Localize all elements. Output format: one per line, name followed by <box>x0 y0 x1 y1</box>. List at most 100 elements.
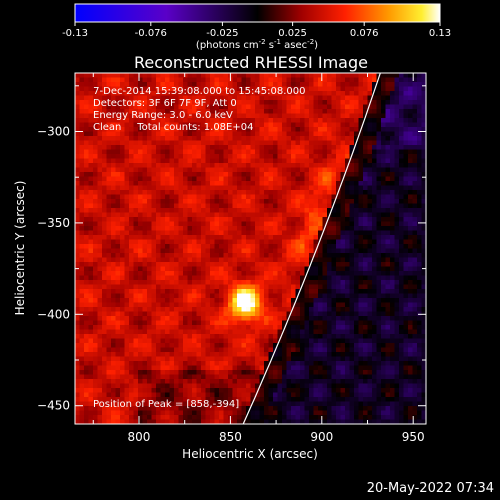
heatmap-cell <box>228 185 233 191</box>
heatmap-cell <box>228 154 233 159</box>
heatmap-cell <box>412 289 418 294</box>
heatmap-cell <box>196 122 202 128</box>
heatmap-cell <box>403 154 409 159</box>
heatmap-cell <box>345 91 350 96</box>
heatmap-cell <box>394 239 400 245</box>
heatmap-cell <box>277 221 283 227</box>
heatmap-cell <box>309 181 314 186</box>
heatmap-cell <box>417 194 422 200</box>
heatmap-cell <box>129 149 134 155</box>
heatmap-cell <box>160 194 166 200</box>
heatmap-cell <box>412 343 418 348</box>
heatmap-cell <box>327 149 332 155</box>
heatmap-cell <box>147 91 152 96</box>
heatmap-cell <box>106 73 112 78</box>
heatmap-cell <box>399 217 404 222</box>
heatmap-cell <box>147 194 152 200</box>
heatmap-cell <box>259 262 265 267</box>
heatmap-cell <box>201 109 206 114</box>
heatmap-cell <box>376 122 382 128</box>
heatmap-cell <box>268 262 274 267</box>
heatmap-cell <box>295 325 301 330</box>
heatmap-cell <box>408 77 413 83</box>
heatmap-cell <box>390 86 395 92</box>
heatmap-cell <box>376 136 382 141</box>
heatmap-cell <box>192 149 197 155</box>
heatmap-cell <box>124 230 130 236</box>
heatmap-cell <box>322 212 328 218</box>
heatmap-cell <box>309 316 314 321</box>
heatmap-cell <box>394 118 400 123</box>
heatmap-cell <box>79 208 85 213</box>
heatmap-cell <box>318 185 323 191</box>
heatmap-cell <box>88 311 94 317</box>
heatmap-cell <box>286 266 292 272</box>
heatmap-cell <box>93 104 98 110</box>
heatmap-cell <box>264 82 269 87</box>
heatmap-cell <box>219 212 224 218</box>
heatmap-cell <box>84 347 89 353</box>
heatmap-cell <box>228 91 233 96</box>
heatmap-cell <box>84 334 89 339</box>
heatmap-cell <box>174 325 179 330</box>
heatmap-cell <box>133 185 139 191</box>
heatmap-cell <box>349 226 355 231</box>
heatmap-cell <box>138 257 143 263</box>
heatmap-cell <box>115 140 121 146</box>
heatmap-cell <box>129 347 134 353</box>
heatmap-cell <box>169 235 175 240</box>
heatmap-cell <box>178 208 184 213</box>
heatmap-cell <box>219 172 224 177</box>
heatmap-cell <box>133 91 139 96</box>
heatmap-cell <box>259 158 265 164</box>
heatmap-cell <box>421 100 426 105</box>
heatmap-cell <box>97 163 103 168</box>
heatmap-cell <box>417 334 422 339</box>
heatmap-cell <box>367 194 373 200</box>
heatmap-cell <box>327 203 332 209</box>
heatmap-cell <box>322 221 328 227</box>
heatmap-cell <box>183 82 188 87</box>
heatmap-cell <box>273 343 278 348</box>
heatmap-cell <box>192 271 197 276</box>
heatmap-cell <box>196 95 202 101</box>
heatmap-cell <box>394 293 400 299</box>
heatmap-cell <box>259 127 265 132</box>
heatmap-cell <box>196 235 202 240</box>
heatmap-cell <box>313 181 319 186</box>
heatmap-cell <box>340 158 346 164</box>
heatmap-cell <box>232 86 238 92</box>
heatmap-cell <box>237 127 242 132</box>
heatmap-cell <box>291 302 296 308</box>
heatmap-cell <box>246 190 251 195</box>
heatmap-cell <box>277 253 283 258</box>
heatmap-cell <box>331 113 337 119</box>
heatmap-cell <box>138 167 143 173</box>
heatmap-cell <box>282 145 287 150</box>
heatmap-cell <box>174 127 179 132</box>
heatmap-cell <box>349 275 355 281</box>
heatmap-cell <box>160 275 166 281</box>
heatmap-cell <box>246 212 251 218</box>
heatmap-cell <box>336 100 341 105</box>
heatmap-cell <box>399 158 404 164</box>
heatmap-cell <box>151 91 157 96</box>
heatmap-cell <box>106 356 112 362</box>
heatmap-cell <box>151 118 157 123</box>
heatmap-cell <box>394 244 400 249</box>
heatmap-cell <box>372 140 377 146</box>
heatmap-cell <box>138 307 143 312</box>
heatmap-cell <box>115 325 121 330</box>
heatmap-cell <box>282 275 287 281</box>
heatmap-cell <box>201 131 206 137</box>
heatmap-cell <box>196 181 202 186</box>
heatmap-cell <box>250 271 256 276</box>
heatmap-cell <box>183 230 188 236</box>
heatmap-cell <box>124 149 130 155</box>
heatmap-cell <box>241 343 247 348</box>
heatmap-cell <box>219 167 224 173</box>
heatmap-cell <box>286 352 292 357</box>
heatmap-cell <box>282 95 287 101</box>
heatmap-cell <box>399 347 404 353</box>
heatmap-cell <box>183 320 188 326</box>
